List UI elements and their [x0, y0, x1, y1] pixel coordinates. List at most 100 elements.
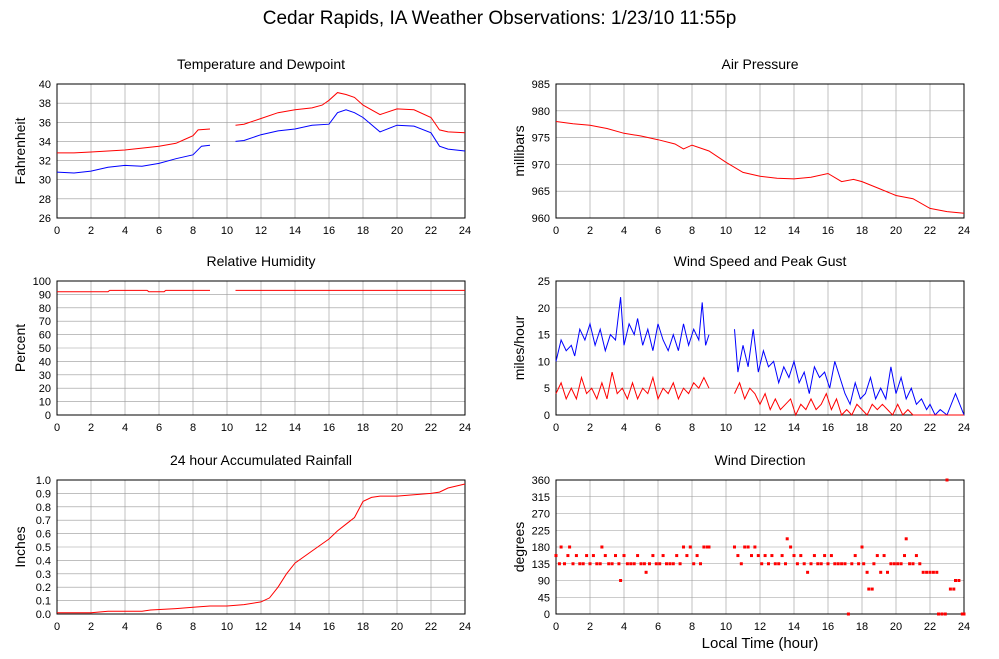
- data-point: [591, 554, 595, 558]
- chart-temp: Temperature and DewpointFahrenheit262830…: [12, 56, 471, 237]
- data-point: [784, 562, 787, 566]
- data-point: [574, 554, 578, 558]
- data-point: [925, 570, 929, 574]
- y-tick-label: 20: [538, 303, 550, 315]
- x-tick-label: 6: [655, 621, 661, 633]
- x-tick-label: 10: [720, 621, 732, 633]
- x-tick-label: 16: [822, 621, 834, 633]
- x-tick-label: 0: [54, 621, 60, 633]
- x-tick-label: 16: [323, 621, 335, 633]
- y-tick-label: 45: [538, 592, 550, 604]
- data-point: [860, 545, 864, 549]
- data-point: [619, 579, 623, 582]
- x-tick-label: 12: [255, 621, 267, 633]
- y-tick-label: 0.3: [36, 569, 51, 581]
- data-point: [753, 545, 757, 549]
- y-tick-label: 15: [538, 330, 550, 342]
- x-tick-label: 16: [323, 422, 335, 434]
- x-tick-label: 24: [958, 422, 970, 434]
- y-tick-label: 20: [39, 383, 51, 395]
- data-point: [617, 562, 621, 566]
- series-line-2: [555, 371, 964, 417]
- x-tick-label: 20: [890, 225, 902, 237]
- y-tick-label: 5: [544, 383, 550, 395]
- data-point: [767, 562, 770, 566]
- x-tick-label: 24: [459, 225, 471, 237]
- data-point: [931, 570, 935, 574]
- data-point: [843, 562, 847, 566]
- y-tick-label: 180: [532, 542, 550, 554]
- data-point: [658, 562, 662, 566]
- data-point: [571, 562, 575, 566]
- y-tick-label: 1.0: [36, 475, 51, 487]
- data-point: [882, 554, 886, 558]
- x-tick-label: 18: [856, 422, 868, 434]
- data-point: [692, 562, 696, 566]
- data-point: [665, 562, 668, 566]
- data-point: [746, 545, 750, 549]
- y-tick-label: 40: [39, 79, 51, 91]
- x-tick-label: 24: [958, 225, 970, 237]
- data-point: [865, 570, 869, 574]
- data-point: [610, 562, 614, 566]
- data-point: [756, 554, 760, 558]
- x-tick-label: 0: [54, 225, 60, 237]
- chart-humidity: Relative HumidityPercent0102030405060708…: [12, 253, 471, 434]
- y-tick-label: 975: [532, 133, 550, 145]
- x-tick-label: 4: [122, 621, 128, 633]
- x-tick-label: 6: [156, 422, 162, 434]
- x-tick-label: 0: [553, 225, 559, 237]
- x-tick-label: 18: [856, 621, 868, 633]
- data-point: [943, 612, 947, 616]
- series-line-2: [56, 109, 466, 174]
- x-tick-label: 22: [425, 621, 437, 633]
- data-point: [795, 562, 799, 566]
- data-point: [948, 587, 952, 591]
- data-point: [682, 545, 685, 549]
- y-tick-label: 360: [532, 475, 550, 487]
- data-point: [648, 562, 651, 566]
- x-tick-label: 4: [621, 225, 627, 237]
- data-point: [812, 554, 816, 558]
- x-tick-label: 16: [323, 225, 335, 237]
- data-point: [908, 562, 912, 566]
- data-point: [911, 562, 915, 566]
- x-tick-label: 14: [788, 225, 800, 237]
- data-point: [685, 554, 689, 558]
- x-tick-label: 14: [289, 225, 301, 237]
- data-point: [603, 554, 607, 558]
- data-point: [614, 554, 617, 558]
- x-tick-label: 12: [754, 225, 766, 237]
- data-point: [780, 554, 784, 558]
- data-point: [952, 587, 956, 591]
- data-point: [829, 554, 833, 558]
- data-point: [945, 478, 949, 482]
- chart-title: Air Pressure: [721, 56, 798, 72]
- x-tick-label: 10: [221, 422, 233, 434]
- data-point: [607, 562, 611, 566]
- data-point: [862, 562, 866, 566]
- x-tick-label: 0: [54, 422, 60, 434]
- y-tick-label: 135: [532, 559, 550, 571]
- y-tick-label: 0.2: [36, 582, 51, 594]
- data-point: [899, 562, 903, 566]
- x-tick-label: 18: [357, 225, 369, 237]
- x-tick-label: 22: [924, 225, 936, 237]
- series-line-1: [57, 289, 465, 293]
- data-point: [629, 562, 633, 566]
- x-tick-label: 14: [289, 422, 301, 434]
- y-tick-label: 25: [538, 276, 550, 288]
- x-tick-label: 18: [357, 422, 369, 434]
- y-tick-label: 10: [538, 356, 550, 368]
- data-point: [736, 554, 740, 558]
- data-point: [773, 562, 777, 566]
- data-point: [853, 554, 857, 558]
- data-point: [675, 554, 679, 558]
- x-tick-label: 6: [655, 225, 661, 237]
- chart-rain: 24 hour Accumulated Rainfall Inches 0.00.1…: [12, 452, 471, 633]
- x-tick-label: 14: [788, 422, 800, 434]
- y-tick-label: 965: [532, 186, 550, 198]
- x-tick-label: 14: [289, 621, 301, 633]
- data-point: [904, 537, 908, 541]
